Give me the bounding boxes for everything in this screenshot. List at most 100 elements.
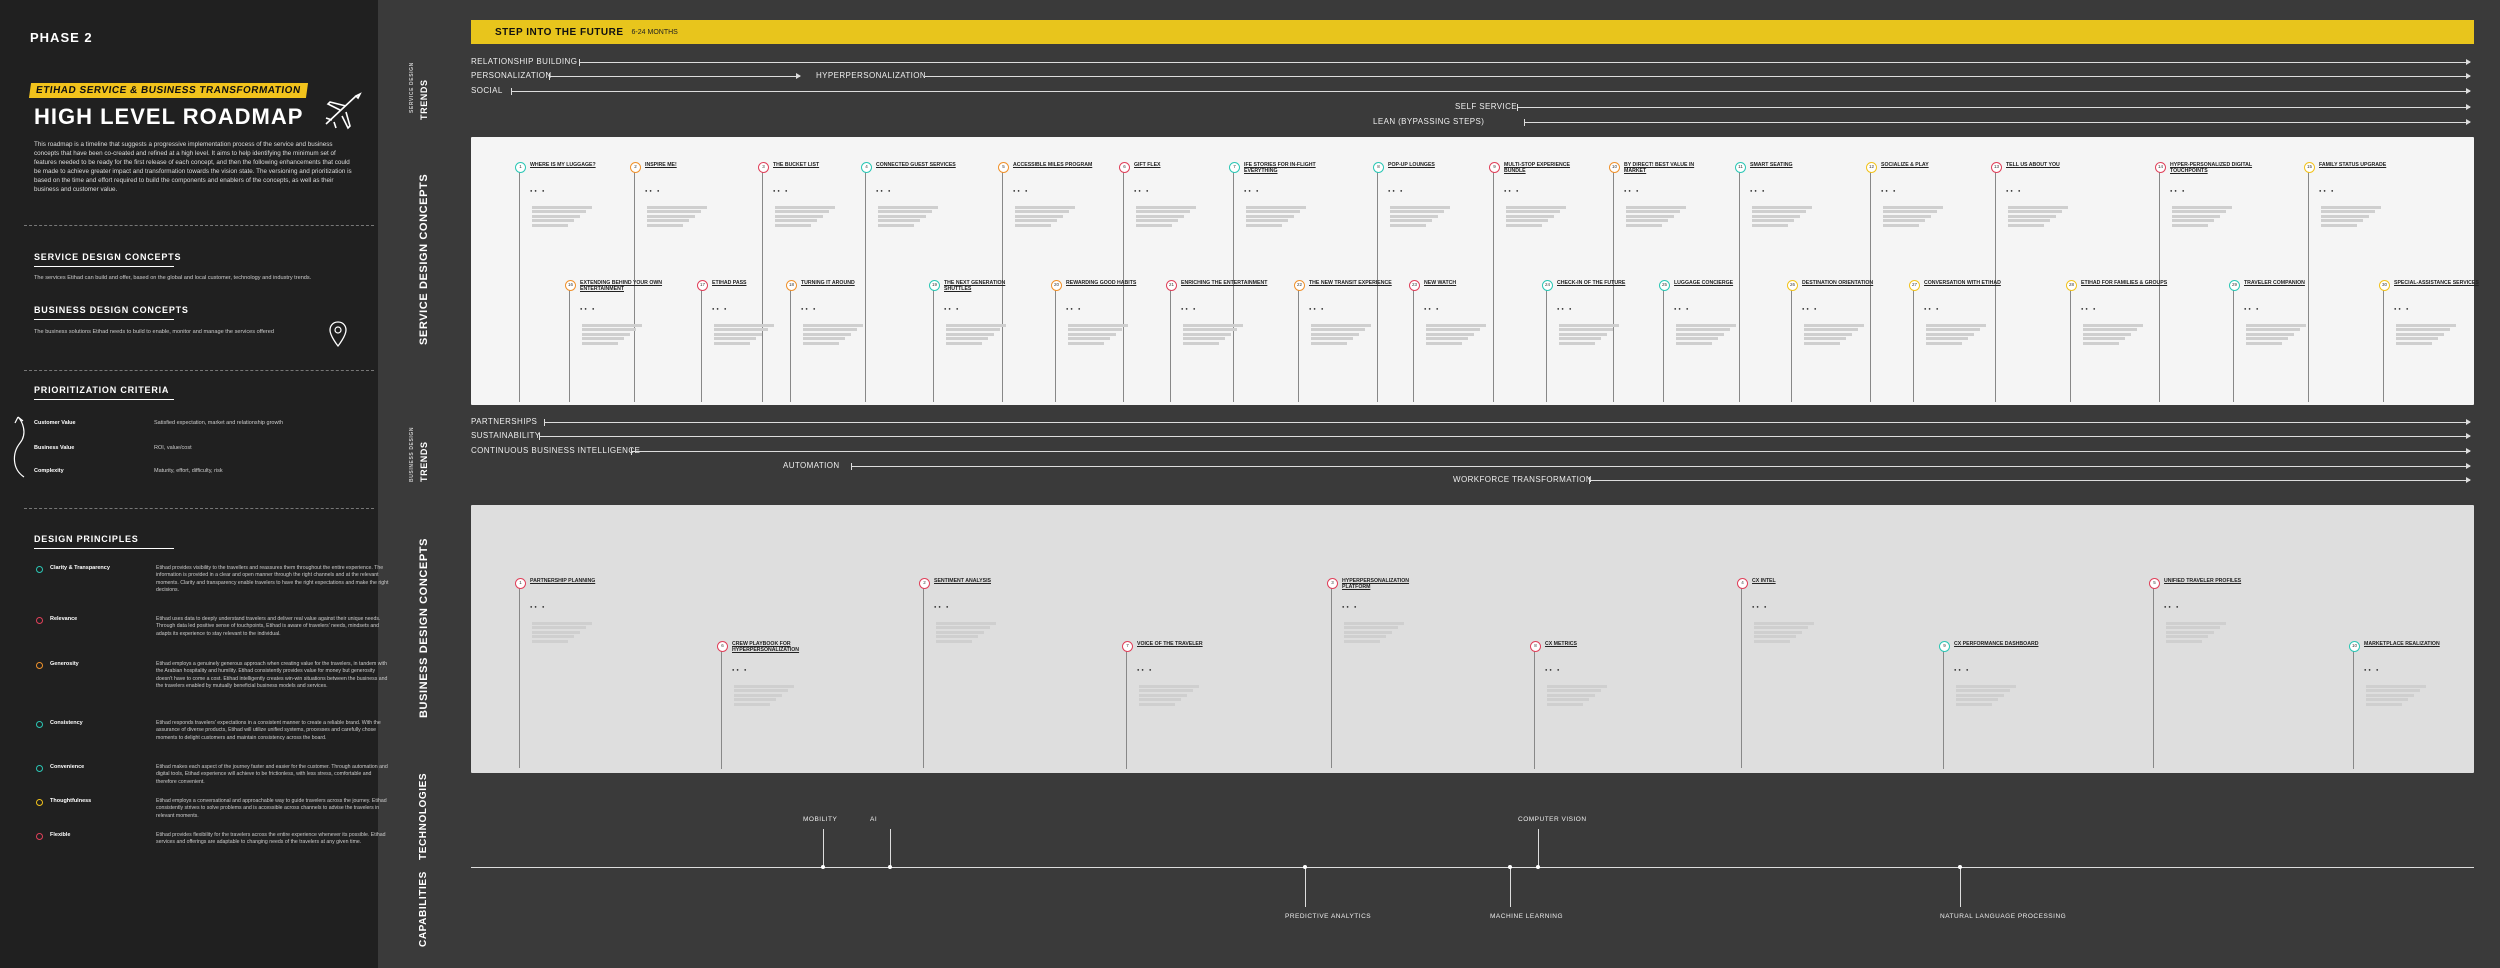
card-item-line: [1883, 214, 1931, 218]
card-item-line: [532, 635, 574, 638]
card-title: THE NEXT GENERATION SHUTTLES: [944, 280, 1006, 293]
divider: [24, 508, 374, 509]
card-timeline: [1377, 170, 1378, 402]
card-rating: ●● ●: [1342, 604, 1359, 609]
trend-arrow: [544, 419, 2471, 426]
card-items: [1547, 683, 1629, 707]
card-item-line: [1015, 214, 1063, 218]
card-item-line: [1311, 332, 1359, 336]
card-item-line: [2172, 214, 2220, 218]
capability-label: MACHINE LEARNING: [1490, 913, 1564, 920]
card-number-badge: 28: [2066, 280, 2077, 291]
card-item-line: [2008, 214, 2056, 218]
card-timeline: [2233, 288, 2234, 402]
service-concept-card: 18 TURNING IT AROUND ●● ●: [786, 280, 888, 402]
card-item-line: [1883, 219, 1925, 222]
card-rating: ●● ●: [1752, 604, 1769, 609]
card-item-line: [1752, 210, 1806, 213]
card-item-line: [1139, 684, 1199, 688]
card-title: DESTINATION ORIENTATION: [1802, 280, 1874, 286]
card-item-line: [1390, 223, 1426, 227]
card-item-line: [946, 323, 1006, 327]
card-item-line: [532, 210, 586, 213]
card-item-line: [714, 337, 756, 340]
card-title: THE NEW TRANSIT EXPERIENCE: [1309, 280, 1392, 286]
timeline-dot: [1508, 865, 1512, 869]
card-timeline: [1170, 288, 1171, 402]
card-item-line: [1559, 323, 1619, 327]
card-items: [2396, 322, 2478, 346]
card-timeline: [1002, 170, 1003, 402]
sd-trends-label-a: SERVICE DESIGN: [409, 62, 415, 113]
service-concept-card: 15 FAMILY STATUS UPGRADE ●● ●: [2304, 162, 2406, 402]
service-concept-card: 5 ACCESSIBLE MILES PROGRAM ●● ●: [998, 162, 1100, 402]
timeline-dot: [888, 865, 892, 869]
card-timeline: [1791, 288, 1792, 402]
card-item-line: [1956, 684, 2016, 688]
card-item-line: [1626, 219, 1668, 222]
card-timeline: [2159, 170, 2160, 402]
card-timeline: [1739, 170, 1740, 402]
card-item-line: [1559, 337, 1601, 340]
card-timeline: [2153, 586, 2154, 768]
business-concept-card: 3 HYPERPERSONALIZATION PLATFORM ●● ●: [1327, 578, 1429, 768]
trend-label: SOCIAL: [471, 86, 503, 95]
card-number-badge: 4: [1737, 578, 1748, 589]
card-timeline: [1613, 170, 1614, 402]
card-rating: ●● ●: [1924, 306, 1941, 311]
card-item-line: [2166, 626, 2220, 629]
card-number-badge: 24: [1542, 280, 1553, 291]
card-item-line: [647, 210, 701, 213]
trend-label: HYPERPERSONALIZATION: [816, 71, 927, 80]
principle-text: Etihad provides visibility to the travel…: [156, 565, 389, 593]
card-number-badge: 11: [1735, 162, 1746, 173]
trend-label: SELF SERVICE: [1455, 102, 1518, 111]
card-items: [1068, 322, 1150, 346]
card-item-line: [714, 328, 768, 331]
card-title: TRAVELER COMPANION: [2244, 280, 2305, 286]
card-items: [2321, 204, 2403, 228]
card-items: [1311, 322, 1393, 346]
card-number-badge: 10: [1609, 162, 1620, 173]
trend-label: RELATIONSHIP BUILDING: [471, 57, 578, 66]
card-item-line: [1883, 210, 1937, 213]
card-number-badge: 10: [2349, 641, 2360, 652]
principle-text: Etihad employs a genuinely generous appr…: [156, 661, 388, 689]
card-item-line: [2321, 223, 2357, 227]
card-items: [775, 204, 857, 228]
card-item-line: [1068, 337, 1110, 340]
card-item-line: [1390, 210, 1444, 213]
card-item-line: [714, 323, 774, 327]
card-items: [946, 322, 1028, 346]
card-items: [532, 204, 614, 228]
card-item-line: [647, 214, 695, 218]
card-items: [582, 322, 664, 346]
card-item-line: [2246, 323, 2306, 327]
card-timeline: [2383, 288, 2384, 402]
card-item-line: [2396, 337, 2438, 340]
card-item-line: [1956, 689, 2010, 692]
timeline-tick: [823, 829, 824, 867]
card-title: FAMILY STATUS UPGRADE: [2319, 162, 2387, 168]
map-pin-icon: [329, 321, 347, 348]
card-items: [1390, 204, 1472, 228]
card-items: [1136, 204, 1218, 228]
card-timeline: [762, 170, 763, 402]
card-item-line: [936, 630, 984, 634]
card-item-line: [936, 621, 996, 625]
page-title: HIGH LEVEL ROADMAP: [34, 104, 304, 129]
business-concept-card: 6 CREW PLAYBOOK FOR HYPERPERSONALIZATION ●…: [717, 641, 819, 769]
card-rating: ●● ●: [944, 306, 961, 311]
card-timeline: [1126, 649, 1127, 769]
principle-label: Clarity & Transparency: [50, 565, 110, 571]
card-item-line: [2166, 639, 2202, 643]
card-item-line: [2366, 693, 2414, 697]
card-title: EXTENDING BEHIND YOUR OWN ENTERTAINMENT: [580, 280, 663, 293]
trend-arrow: [1517, 104, 2471, 111]
timeline-axis: [471, 867, 2474, 868]
trend-arrow: [511, 88, 2471, 95]
card-timeline: [865, 170, 866, 402]
card-title: SMART SEATING: [1750, 162, 1793, 168]
card-timeline: [1741, 586, 1742, 768]
card-number-badge: 9: [1939, 641, 1950, 652]
